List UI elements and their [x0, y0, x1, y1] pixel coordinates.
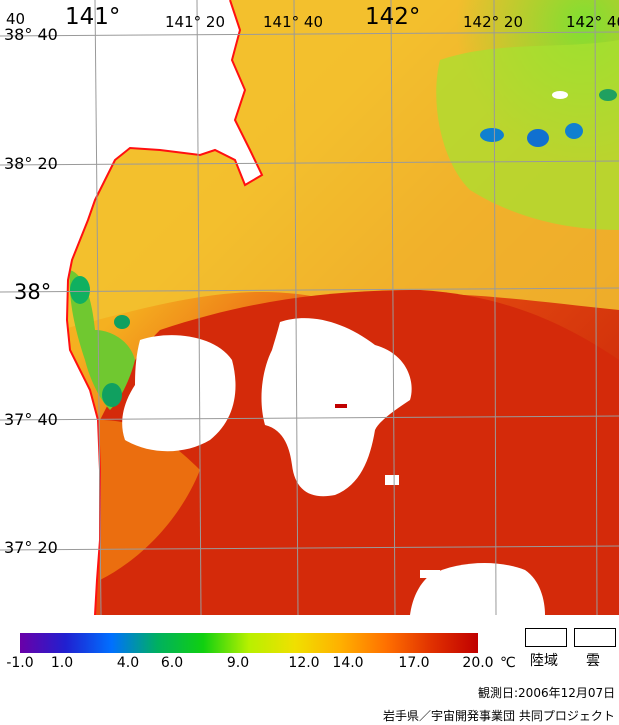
colorbar-tick: 17.0	[398, 655, 430, 671]
cold-spot	[480, 128, 504, 142]
cloud-legend-label: 雲	[586, 653, 600, 669]
colorbar-unit: ℃	[500, 655, 516, 671]
cloud-area	[385, 475, 399, 485]
colorbar-tick: 20.0	[462, 655, 494, 671]
cold-spot	[114, 315, 130, 329]
lon-edge-label: 40	[6, 10, 26, 28]
cold-spot	[552, 91, 568, 99]
cloud-legend-swatch	[574, 628, 616, 647]
cloud-area	[122, 335, 236, 452]
land-legend-swatch	[525, 628, 567, 647]
colorbar-tick: 12.0	[288, 655, 320, 671]
cold-spot	[599, 89, 617, 101]
cloud-area	[335, 404, 347, 408]
cold-spot	[527, 129, 549, 147]
colorbar-tick: 6.0	[160, 655, 184, 671]
cloud-area	[410, 563, 545, 615]
observation-date: 観測日:2006年12月07日	[478, 686, 616, 700]
colorbar-tick: 14.0	[332, 655, 364, 671]
cold-water-band	[436, 40, 619, 230]
warm-water-orange	[100, 420, 200, 580]
colorbar-tick: -1.0	[6, 655, 34, 671]
graticule	[0, 0, 619, 615]
lat-label-38: 38°	[14, 280, 52, 304]
sea-surface-temperature-map	[0, 0, 619, 615]
cold-spot	[102, 383, 122, 407]
cold-spot	[565, 123, 583, 139]
cold-water-coastal	[69, 270, 135, 410]
lon-label-141: 141°	[65, 4, 121, 30]
coastline	[65, 0, 264, 615]
cloud-area	[420, 570, 440, 578]
lat-label-38-40: 38° 40	[4, 25, 58, 44]
lat-label-37-20: 37° 20	[4, 538, 58, 557]
lon-label-141-20: 141° 20	[165, 13, 225, 31]
colorbar-tick: 1.0	[50, 655, 74, 671]
lon-label-142: 142°	[365, 4, 421, 30]
colorbar-tick: 9.0	[226, 655, 250, 671]
colorbar-tick: 4.0	[116, 655, 140, 671]
lat-label-37-40: 37° 40	[4, 410, 58, 429]
cold-spot	[70, 276, 90, 304]
lat-label-38-20: 38° 20	[4, 154, 58, 173]
lon-label-142-20: 142° 20	[463, 13, 523, 31]
lon-label-142-40: 142° 40	[566, 13, 619, 31]
lon-label-141-40: 141° 40	[263, 13, 323, 31]
project-credit: 岩手県／宇宙開発事業団 共同プロジェクト	[383, 709, 615, 723]
land-legend-label: 陸域	[530, 653, 558, 669]
temperature-colorbar	[20, 633, 478, 653]
